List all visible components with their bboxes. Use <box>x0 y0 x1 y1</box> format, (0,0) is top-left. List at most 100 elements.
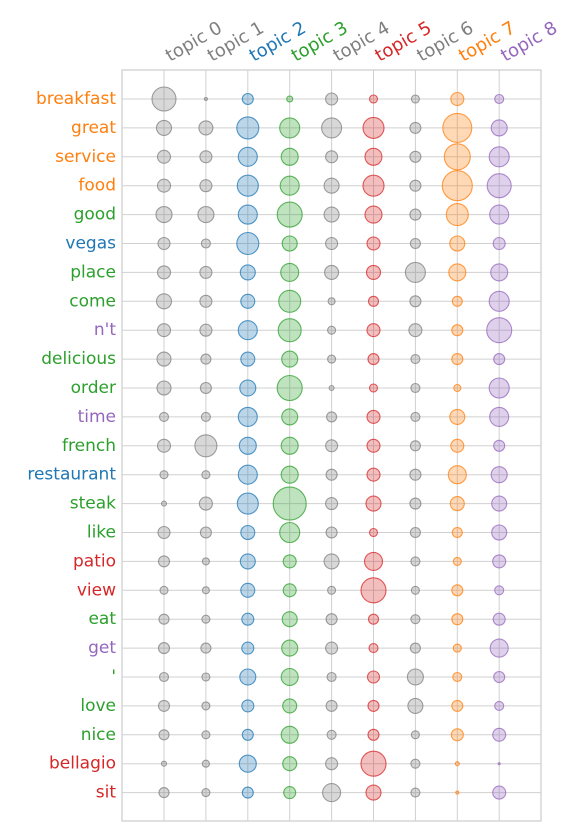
bubble-marker <box>200 238 211 249</box>
bubble-marker <box>281 235 298 252</box>
bubble-marker <box>486 173 512 199</box>
bubble-marker <box>362 174 385 197</box>
bubble-marker <box>272 486 307 521</box>
bubble-marker <box>323 177 340 194</box>
bubble-marker <box>327 325 337 335</box>
bubble-marker <box>448 263 467 282</box>
bubble-marker <box>281 611 298 628</box>
bubble-marker <box>240 351 256 367</box>
bubble-marker <box>455 790 460 795</box>
bubble-marker <box>453 383 462 393</box>
bubble-marker <box>201 788 211 798</box>
bubble-marker <box>492 727 507 742</box>
bubble-marker <box>325 641 339 655</box>
bubble-marker <box>197 206 215 224</box>
bubble-marker <box>366 467 381 482</box>
bubble-marker <box>282 583 297 598</box>
word-label: good <box>74 205 116 225</box>
bubble-marker <box>409 121 422 134</box>
bubble-marker <box>410 94 420 104</box>
bubble-marker <box>368 527 379 538</box>
bubble-marker <box>451 295 463 307</box>
bubble-marker <box>280 436 299 455</box>
bubble-marker <box>367 699 380 712</box>
bubble-marker <box>325 757 339 771</box>
bubble-marker <box>199 294 213 308</box>
bubble-marker <box>367 728 380 741</box>
word-label: steak <box>70 494 116 514</box>
bubble-marker <box>366 236 381 251</box>
grid-lines <box>122 70 541 821</box>
bubble-marker <box>277 318 302 343</box>
bubble-marker <box>367 613 380 625</box>
bubble-marker <box>201 730 211 740</box>
bubble-marker <box>325 526 338 539</box>
bubble-marker <box>493 353 506 366</box>
bubble-marker <box>194 434 218 458</box>
bubble-marker <box>198 120 214 136</box>
bubble-marker <box>449 496 465 512</box>
bubble-marker <box>488 290 510 312</box>
bubble-marker <box>238 754 257 773</box>
bubble-marker <box>327 585 337 595</box>
bubble-marker <box>200 642 212 654</box>
bubble-marker <box>452 556 462 566</box>
bubble-marker <box>368 643 379 654</box>
bubble-marker <box>323 553 340 570</box>
bubble-marker <box>497 762 501 766</box>
bubble-marker <box>365 264 382 280</box>
word-label: order <box>71 378 116 398</box>
bubble-marker <box>160 760 168 767</box>
bubble-marker <box>325 613 338 626</box>
bubble-marker <box>282 554 297 569</box>
word-label: sit <box>96 783 117 803</box>
bubble-marker <box>203 96 208 102</box>
bubble-marker <box>240 293 256 309</box>
bubble-marker <box>238 436 257 455</box>
bubble-marker <box>327 297 336 306</box>
bubble-marker <box>281 639 299 657</box>
bubble-marker <box>442 112 473 143</box>
bubble-marker <box>325 468 338 481</box>
bubble-marker <box>451 584 464 597</box>
bubble-marker <box>279 175 300 196</box>
bubble-marker <box>489 638 509 658</box>
bubble-marker <box>241 699 255 713</box>
bubble-marker <box>280 465 299 484</box>
bubble-marker <box>239 668 257 686</box>
bubble-marker <box>327 354 337 364</box>
bubble-marker <box>441 170 473 202</box>
word-label: view <box>77 580 116 600</box>
bubble-marker <box>282 698 298 714</box>
bubble-marker <box>201 557 210 566</box>
bubble-marker <box>363 551 384 571</box>
bubble-marker <box>449 408 466 425</box>
bubble-marker <box>493 439 506 452</box>
word-label: delicious <box>41 349 116 369</box>
bubble-marker <box>156 438 172 453</box>
bubble-marker <box>449 235 466 252</box>
bubble-marker <box>241 92 254 106</box>
bubble-marker <box>158 613 170 625</box>
bubble-marker <box>409 497 422 510</box>
bubble-marker <box>323 206 340 223</box>
bubble-marker <box>451 526 463 539</box>
bubble-marker <box>452 671 463 683</box>
bubble-marker <box>158 671 170 683</box>
bubble-marker <box>281 350 299 368</box>
bubble-marker <box>443 143 471 171</box>
bubble-marker <box>326 411 338 423</box>
bubble-marker <box>494 700 505 711</box>
bubble-marker <box>452 643 462 653</box>
bubble-marker <box>157 699 171 712</box>
word-label: n't <box>94 320 116 340</box>
bubble-marker <box>409 208 422 221</box>
bubble-marker <box>241 641 255 655</box>
bubble-marker <box>409 440 421 452</box>
bubble-marker <box>155 206 173 224</box>
bubble-marker <box>492 554 507 569</box>
bubble-marker <box>239 264 256 281</box>
bubble-marker <box>365 784 382 801</box>
bubble-marker <box>325 150 339 164</box>
